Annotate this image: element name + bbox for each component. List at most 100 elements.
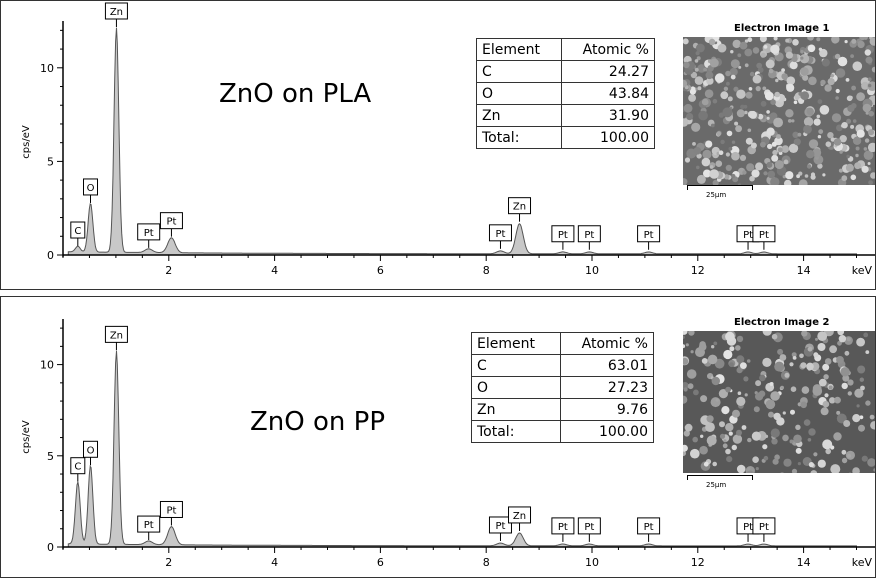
sem-particle [749, 175, 755, 182]
sem-particle [870, 421, 875, 430]
table-cell: O [476, 82, 562, 105]
x-tick-label: 14 [797, 556, 811, 569]
sem-particle [746, 163, 755, 172]
sem-image-title: Electron Image 1 [734, 23, 830, 34]
sem-particle [863, 332, 869, 338]
sem-particle [706, 77, 714, 85]
sem-particle [724, 174, 730, 180]
sem-particle [852, 61, 863, 71]
sem-particle [751, 431, 761, 441]
sem-particle [762, 331, 772, 336]
sem-particle [692, 436, 698, 443]
sem-particle [795, 424, 801, 430]
peak-marker: Pt [488, 224, 512, 249]
table-cell: C [476, 60, 562, 83]
sem-particle [755, 162, 764, 171]
sem-particle [822, 363, 830, 371]
sem-particle [709, 169, 719, 179]
x-tick-label: 2 [165, 264, 172, 277]
sem-particle [830, 464, 841, 473]
sem-particle [728, 431, 733, 436]
sem-particle [686, 369, 697, 379]
sem-particle [852, 467, 860, 473]
sem-particle [752, 456, 759, 463]
sem-particle [701, 98, 709, 106]
sem-particle [725, 386, 731, 393]
sem-particle [687, 383, 694, 390]
sem-particle [792, 39, 799, 46]
sem-particle [807, 37, 814, 41]
sem-particle [865, 400, 871, 406]
sem-particle [733, 86, 739, 92]
peak-marker: C [70, 221, 86, 247]
sem-particle [684, 423, 693, 432]
sem-particle [683, 357, 689, 365]
sem-particle [712, 461, 717, 467]
sem-particle [706, 435, 717, 446]
sem-particle [764, 91, 774, 101]
peak-label: Zn [110, 7, 123, 18]
sem-particle [696, 165, 700, 170]
sem-particle [700, 434, 704, 438]
sem-particle [823, 374, 829, 380]
sem-particle [825, 141, 832, 147]
table-row: O 43.84 [476, 82, 655, 105]
sem-particle [762, 357, 772, 367]
peak-marker: Pt [488, 516, 512, 541]
peak-label-box [488, 516, 512, 534]
sem-particle [869, 37, 875, 46]
peak-marker: Pt [551, 517, 575, 542]
sem-particle [773, 117, 783, 128]
sem-particle [731, 140, 736, 144]
table-cell: Zn [471, 398, 561, 421]
sem-particle [726, 81, 730, 86]
sem-particle [840, 367, 850, 377]
sem-particle [705, 422, 715, 432]
sem-particle [683, 382, 689, 390]
sem-particle [865, 111, 869, 115]
sem-particle [728, 146, 733, 151]
peak-label: C [74, 462, 81, 473]
sem-particle [738, 183, 741, 185]
sem-particle [714, 73, 725, 83]
sem-particle [688, 331, 695, 336]
sem-particle [844, 350, 850, 356]
spectrum-panel-pp: 0 5 10 2 4 6 8 10 12 14 keV cps/eV C O Zn Pt Pt Pt Zn Pt Pt P… [0, 296, 876, 578]
sem-particle [706, 415, 714, 423]
table-cell: 24.27 [561, 60, 655, 83]
sem-particle [792, 356, 797, 360]
sem-particle [762, 86, 767, 91]
sem-particle [770, 44, 780, 54]
sem-particle [789, 61, 798, 70]
sem-particle [857, 40, 865, 49]
sem-particle [702, 149, 712, 159]
sem-particle [857, 365, 866, 374]
x-tick-label: 8 [483, 556, 490, 569]
sem-particle [736, 89, 746, 99]
sem-particle [808, 76, 817, 86]
peak-marker: Zn [508, 506, 532, 531]
sem-particle [692, 142, 696, 146]
sem-particle [683, 331, 688, 335]
sem-particle [747, 437, 752, 443]
sem-particle [744, 48, 753, 57]
sem-particle [718, 389, 728, 399]
peak-marker: O [83, 440, 99, 466]
table-row: Zn 9.76 [471, 398, 654, 421]
sem-particle [817, 459, 826, 468]
peak-label-box [508, 197, 532, 215]
sem-particle [720, 139, 725, 145]
sem-particle [803, 419, 811, 426]
sem-particle [740, 362, 747, 369]
sem-particle [774, 91, 780, 98]
sem-particle [829, 397, 836, 404]
peak-label: Pt [558, 230, 568, 241]
sem-particle [746, 470, 754, 473]
sem-particle [766, 161, 773, 168]
sem-particle [820, 407, 829, 416]
x-axis-label: keV [852, 556, 873, 569]
sem-particle [731, 173, 736, 179]
sem-particle [837, 340, 842, 346]
peak-label-box [508, 506, 532, 524]
chart-title: ZnO on PP [250, 407, 386, 437]
